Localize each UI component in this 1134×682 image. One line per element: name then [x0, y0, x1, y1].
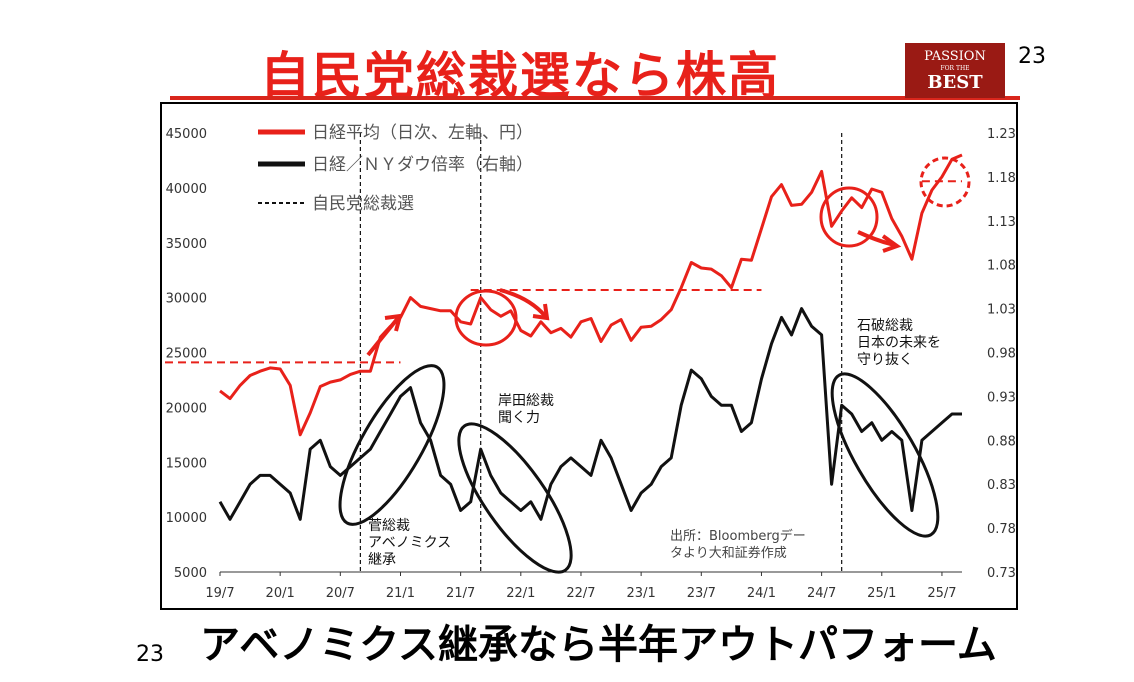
page-number-bottom: 23	[136, 642, 164, 667]
annotation-ishiba: 石破総裁日本の未来を守り抜く	[857, 318, 941, 368]
y-left-tick-label: 5000	[174, 566, 207, 581]
x-tick-label: 24/1	[747, 586, 776, 601]
suga-ellipse	[338, 364, 446, 526]
latest-red-circle	[919, 156, 971, 208]
arrow-2-shaft	[499, 288, 547, 318]
title-underline	[170, 96, 1020, 100]
reference-lines	[165, 180, 962, 364]
arrow-3-head	[881, 234, 902, 253]
x-tick-label: 21/7	[446, 586, 475, 601]
x-tick-label: 22/7	[566, 586, 595, 601]
brand-line-3: BEST	[927, 72, 983, 93]
legend-label-ratio: 日経／ＮＹダウ倍率（右軸）	[312, 155, 533, 175]
annotation-source: 出所：Bloombergデータより大和証券作成	[670, 528, 806, 561]
brand-line-2: FOR THE	[940, 65, 970, 72]
annotation-texts: 菅総裁アベノミクス継承 岸田総裁聞く力 石破総裁日本の未来を守り抜く 出所：Bl…	[368, 318, 941, 568]
y-left-tick-label: 25000	[166, 347, 207, 362]
y-right-tick-label: 0.93	[987, 390, 1016, 405]
y-left-tick-label: 20000	[166, 401, 207, 416]
chart-frame	[160, 102, 1018, 610]
arrow-1-head	[384, 313, 403, 332]
kishida-ellipse	[457, 422, 573, 574]
arrow-2-head	[532, 303, 550, 321]
y-left-tick-label: 45000	[166, 127, 207, 142]
x-tick-label: 25/7	[927, 586, 956, 601]
page-number-top: 23	[1018, 44, 1046, 69]
x-tick-label: 25/1	[867, 586, 896, 601]
y-right-tick-label: 0.98	[987, 347, 1016, 362]
x-tick-label: 19/7	[205, 586, 234, 601]
y-left-tick-label: 35000	[166, 237, 207, 252]
series-group	[218, 153, 963, 521]
y-right-tick-label: 1.13	[987, 215, 1016, 230]
x-tick-label: 23/7	[687, 586, 716, 601]
y-right-tick-label: 1.03	[987, 303, 1016, 318]
x-tick-label: 21/1	[386, 586, 415, 601]
series-line-nikkei	[219, 153, 963, 437]
y-left-tick-label: 40000	[166, 182, 207, 197]
brand-line-1: PASSION	[924, 49, 986, 64]
legend: 日経平均（日次、左軸、円） 日経／ＮＹダウ倍率（右軸） 自民党総裁選	[258, 123, 533, 214]
x-tick-label: 20/7	[326, 586, 355, 601]
annotation-suga: 菅総裁アベノミクス継承	[368, 518, 451, 568]
legend-label-election: 自民党総裁選	[312, 194, 414, 214]
page-title: 自民党総裁選なら株高	[260, 47, 780, 105]
y-right-tick-label: 0.73	[987, 566, 1016, 581]
annotation-kishida: 岸田総裁聞く力	[498, 393, 554, 426]
y-right-tick-label: 0.83	[987, 478, 1016, 493]
legend-label-nikkei: 日経平均（日次、左軸、円）	[312, 123, 533, 143]
kishida-red-circle	[454, 289, 518, 347]
y-right-tick-label: 1.08	[987, 259, 1016, 274]
x-axis-ticks: 19/7 20/1 20/7 21/1 21/7 22/1 22/7 23/1 23/7 24/1…	[205, 572, 957, 601]
x-tick-label: 23/1	[627, 586, 656, 601]
footer-caption: アベノミクス継承なら半年アウトパフォーム	[200, 622, 997, 668]
y-right-tick-label: 0.78	[987, 522, 1016, 537]
ishiba-red-circle	[819, 186, 879, 248]
y-right-ticks: 0.73 0.78 0.83 0.88 0.93 0.98 1.03 1.08 1.13 1.18…	[987, 127, 1016, 581]
annotation-shapes	[338, 156, 971, 574]
y-right-tick-label: 0.88	[987, 434, 1016, 449]
y-left-tick-label: 10000	[166, 511, 207, 526]
x-tick-label: 22/1	[506, 586, 535, 601]
y-right-tick-label: 1.18	[987, 171, 1016, 186]
brand-logo: PASSION FOR THE BEST	[905, 43, 1005, 98]
y-right-tick-label: 1.23	[987, 127, 1016, 142]
x-tick-label: 24/7	[807, 586, 836, 601]
y-left-ticks: 5000 10000 15000 20000 25000 30000 35000 40000 4…	[166, 127, 207, 581]
arrow-1-shaft	[366, 316, 400, 357]
ishiba-ellipse	[830, 372, 940, 538]
series-line-ratio	[218, 307, 962, 521]
y-left-tick-label: 15000	[166, 456, 207, 471]
y-left-tick-label: 30000	[166, 292, 207, 307]
x-tick-label: 20/1	[266, 586, 295, 601]
